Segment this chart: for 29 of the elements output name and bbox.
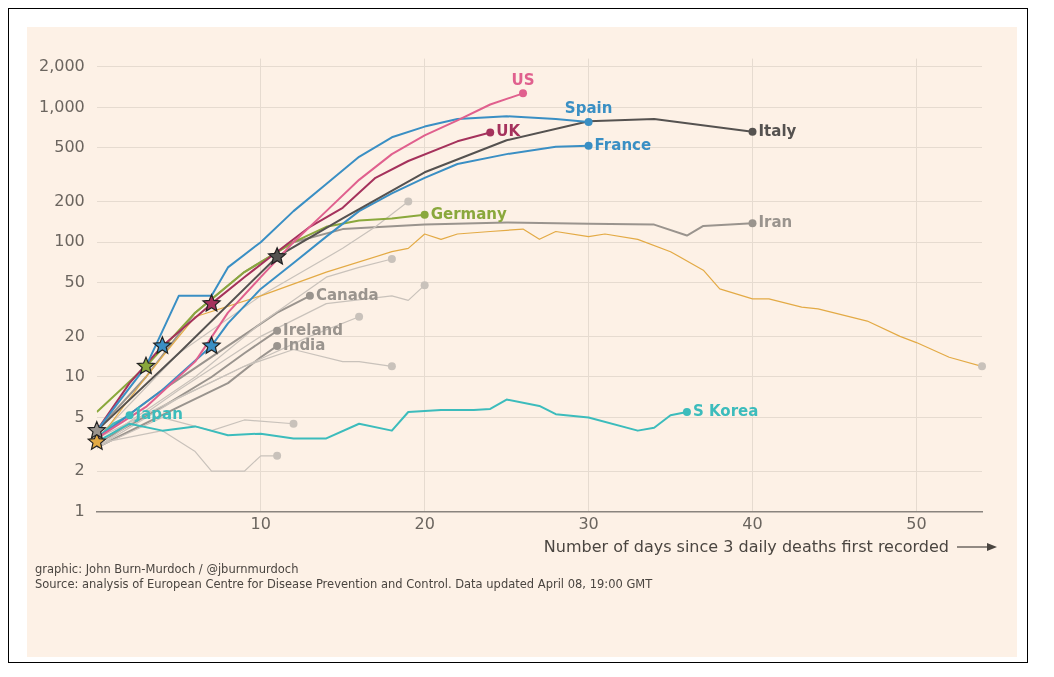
y-tick-label: 1,000 [38,96,85,116]
x-axis-title: Number of days since 3 daily deaths first recorded [543,537,949,556]
series-label: Italy [758,121,797,140]
y-tick-label: 1 [74,500,85,520]
y-tick-label: 200 [54,190,85,210]
series-label: Japan [134,405,183,424]
y-tick-label: 2 [74,460,85,480]
series-label: France [594,135,652,154]
series-label: Iran [758,213,793,232]
x-tick-label: 20 [414,513,435,533]
x-tick-label: 10 [250,513,271,533]
text: graphic: John Burn-Murdoch / @jburnmurdoch [35,562,300,577]
series-label: Spain [564,99,613,118]
series-label: US [511,70,535,89]
x-tick-label: 30 [578,513,599,533]
y-tick-label: 100 [54,231,85,251]
y-tick-label: 10 [64,366,85,386]
y-tick-label: 5 [74,406,85,426]
y-tick-label: 50 [64,271,85,291]
series-label: Germany [430,204,507,223]
series-label: Canada [315,285,379,304]
x-tick-label: 50 [906,513,927,533]
y-tick-label: 20 [64,325,85,345]
y-tick-label: 500 [54,137,85,157]
series-label: UK [496,122,522,141]
source-note: Source: analysis of European Centre for Disease Prevention and Control. Data updated April 08, 19:00 GMT [35,577,654,592]
x-tick-label: 40 [742,513,763,533]
y-tick-label: 2,000 [38,55,85,75]
series-label: S Korea [692,401,759,420]
